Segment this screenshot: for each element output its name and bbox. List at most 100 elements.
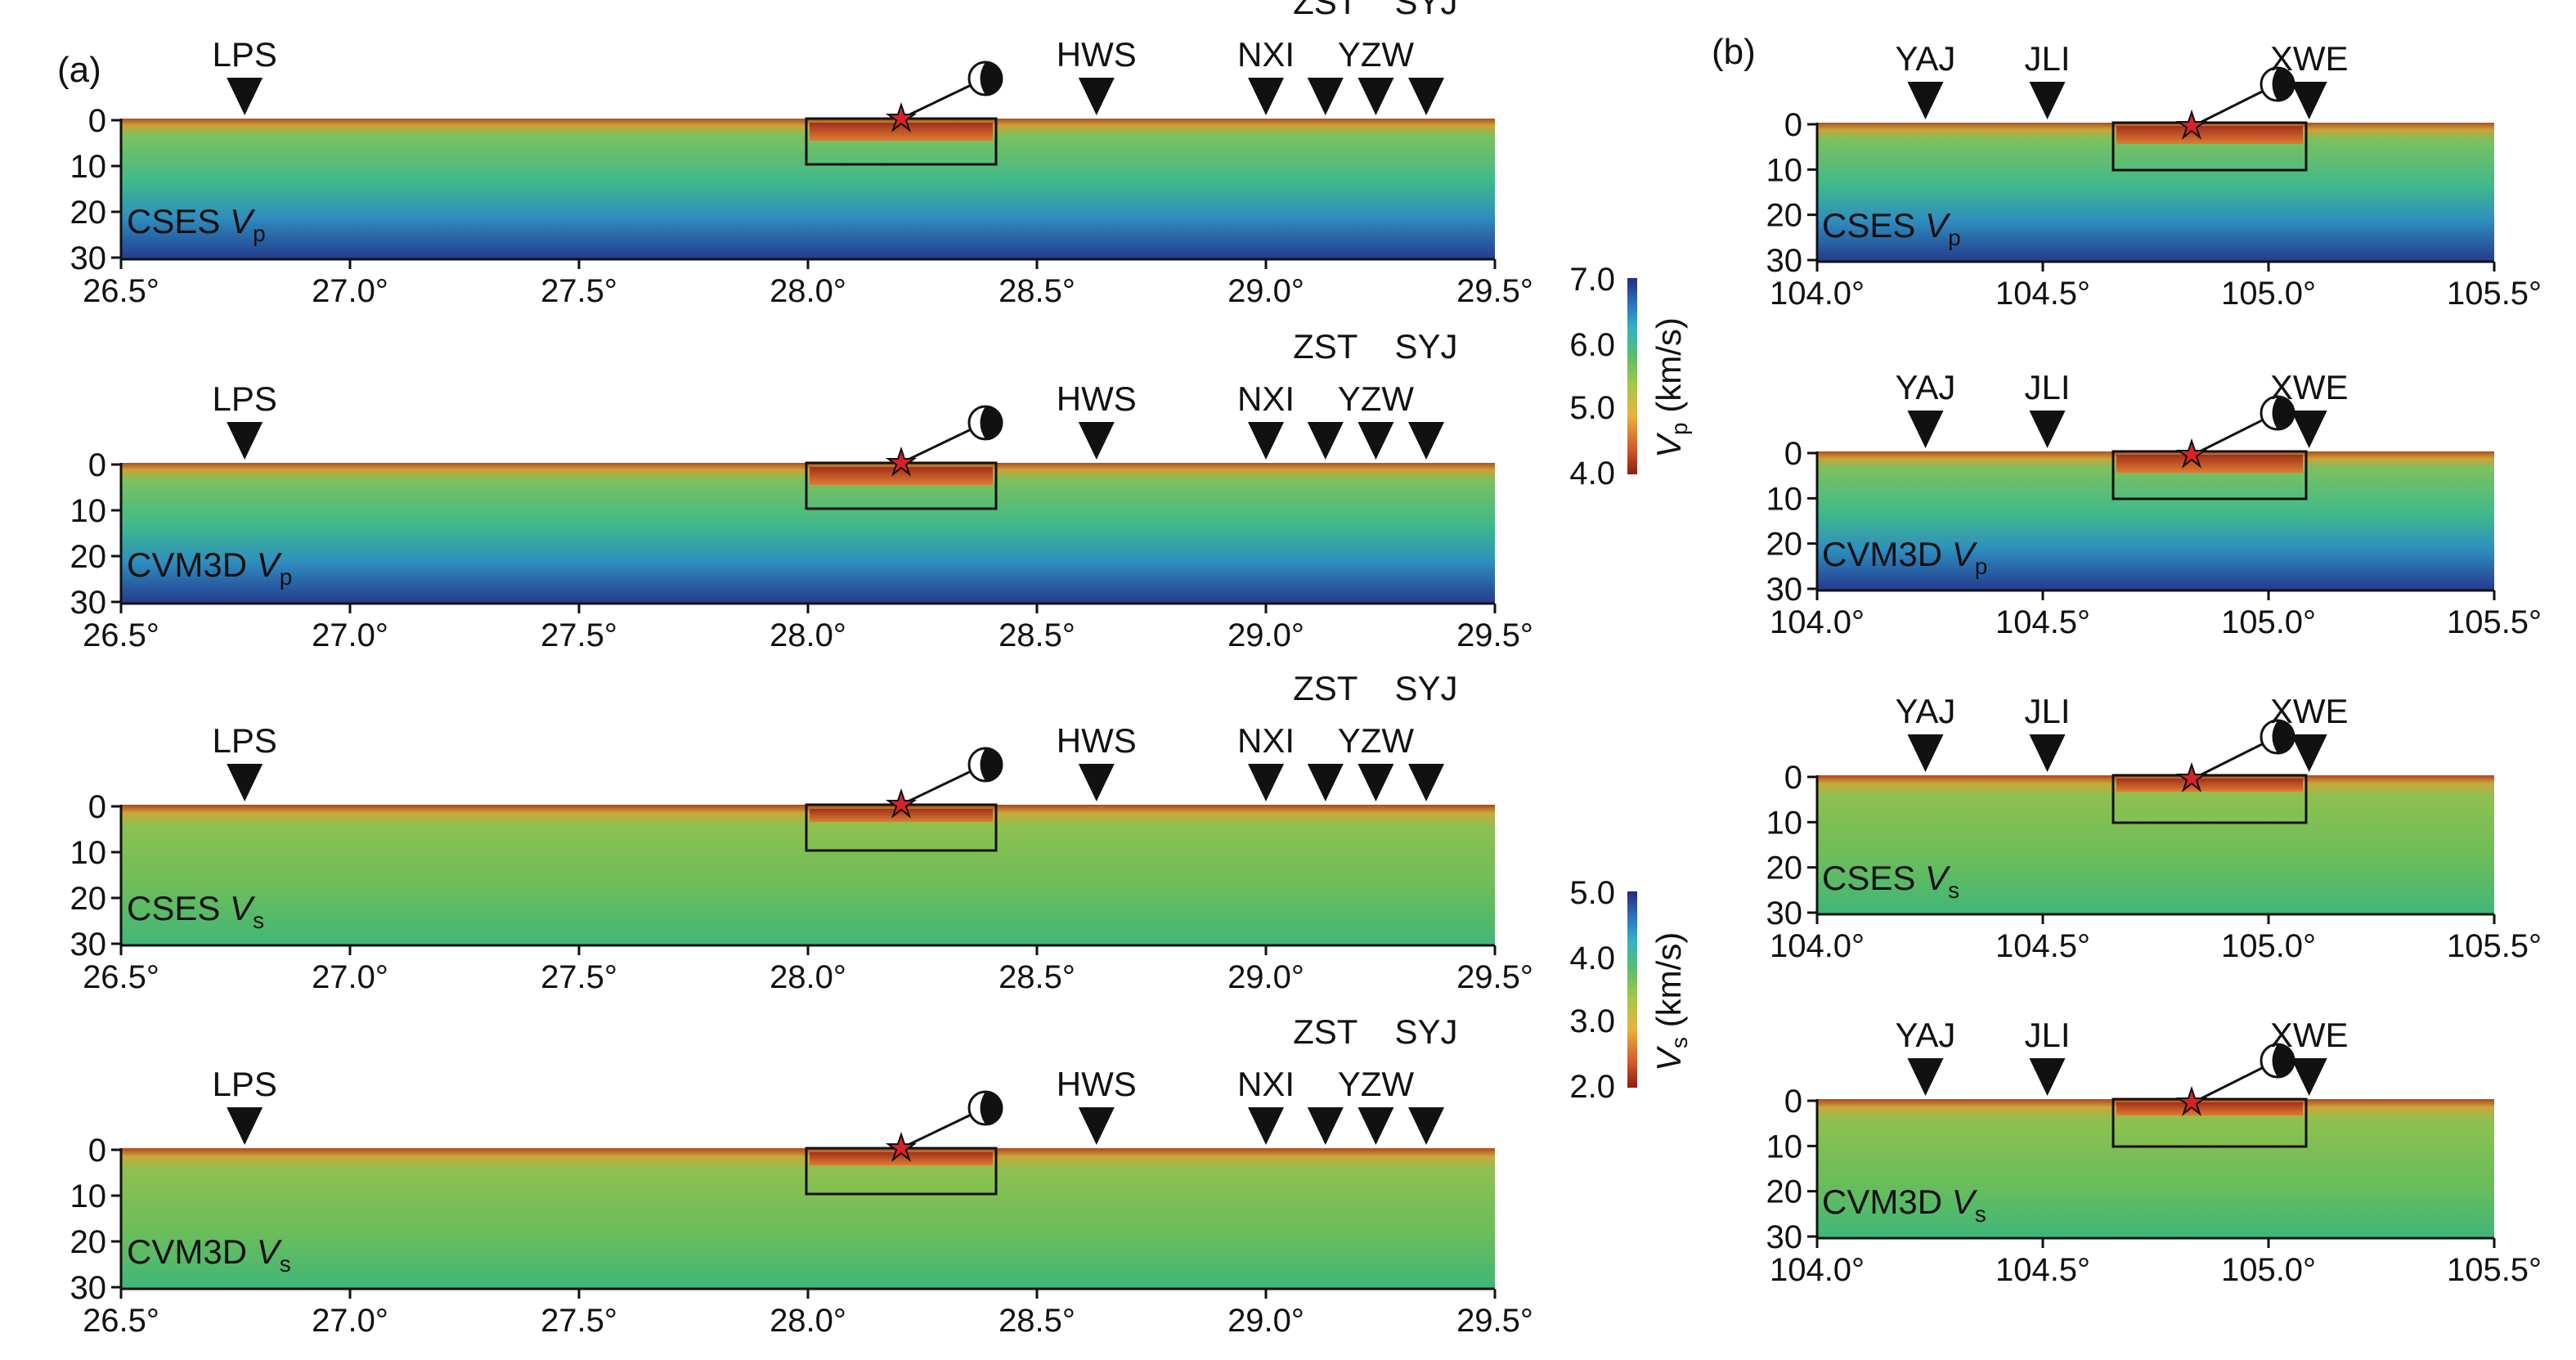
- x-tick-label: 26.5°: [83, 959, 159, 995]
- x-tick-label: 29.0°: [1227, 273, 1304, 309]
- x-tick-label: 29.5°: [1456, 1303, 1533, 1339]
- x-tick-label: 105.5°: [2447, 928, 2542, 964]
- depth-tick-label: 30: [70, 585, 107, 621]
- station-label: LPS: [213, 35, 277, 74]
- station-triangle: [2291, 411, 2327, 448]
- depth-tick-label: 30: [1766, 1219, 1803, 1255]
- focal-mechanism: [2191, 1043, 2296, 1105]
- epicenter-star: [885, 446, 918, 477]
- focal-mechanism: [2191, 66, 2296, 128]
- panel-b-row4: CVM3D Vs: [1817, 1043, 2494, 1238]
- depth-tick-label: 20: [70, 195, 107, 231]
- x-tick-label: 28.5°: [999, 273, 1075, 309]
- x-tick-label: 28.0°: [770, 1303, 846, 1339]
- x-tick-label: 28.5°: [999, 617, 1075, 653]
- x-tick-label: 105.0°: [2221, 604, 2316, 640]
- colorbar-tick: 6.0: [1569, 327, 1615, 363]
- depth-tick-label: 0: [88, 789, 106, 825]
- station-label: NXI: [1237, 721, 1295, 760]
- panel-label: CSES Vs: [127, 889, 264, 933]
- source-anomaly: [2116, 126, 2303, 144]
- station-triangle: [1248, 764, 1284, 801]
- x-tick-label: 105.5°: [2447, 604, 2542, 640]
- station-label: NXI: [1237, 379, 1295, 418]
- station-label: JLI: [2025, 39, 2071, 78]
- focal-mechanism: [2191, 395, 2296, 457]
- station-triangle: [1358, 764, 1394, 801]
- source-box: [2112, 774, 2308, 824]
- x-tick-label: 26.5°: [83, 273, 159, 309]
- station-label: ZST: [1293, 327, 1358, 366]
- x-tick-label: 29.5°: [1456, 959, 1533, 995]
- station-label: YZW: [1338, 379, 1415, 418]
- station-label: YZW: [1338, 35, 1415, 74]
- station-triangle: [2291, 82, 2327, 119]
- source-box: [2112, 450, 2308, 500]
- depth-tick-label: 0: [1784, 107, 1802, 143]
- source-anomaly: [810, 467, 993, 485]
- station-triangle: [1408, 764, 1444, 801]
- x-tick-label: 105.0°: [2221, 1252, 2316, 1288]
- station-triangle: [1248, 78, 1284, 115]
- colorbar-tick: 2.0: [1569, 1069, 1615, 1105]
- station-label: YZW: [1338, 721, 1415, 760]
- station-triangle: [1408, 78, 1444, 115]
- x-tick-label: 105.5°: [2447, 276, 2542, 312]
- colorbar-vs-label: Vs (km/s): [1649, 932, 1692, 1071]
- colorbar-tick: 5.0: [1569, 875, 1615, 911]
- station-label: JLI: [2025, 1016, 2071, 1054]
- depth-tick-label: 10: [1766, 1129, 1803, 1165]
- colorbar-tick: 4.0: [1569, 940, 1615, 976]
- x-tick-label: 28.0°: [770, 959, 846, 995]
- depth-tick-label: 30: [1766, 243, 1803, 279]
- station-label: HWS: [1057, 1065, 1137, 1103]
- station-label: SYJ: [1394, 1012, 1457, 1051]
- panel-a-row1: CSES Vp: [121, 61, 1495, 259]
- station-triangle: [2029, 1058, 2066, 1096]
- station-triangle: [227, 422, 263, 460]
- station-triangle: [2029, 734, 2066, 772]
- depth-tick-label: 10: [70, 493, 107, 529]
- station-label: LPS: [213, 1065, 277, 1103]
- depth-tick-label: 10: [70, 149, 107, 185]
- panel-label: CVM3D Vp: [127, 545, 292, 590]
- panel-label: CVM3D Vs: [127, 1232, 291, 1277]
- station-triangle: [1078, 422, 1115, 460]
- velocity-section: [121, 463, 1495, 604]
- x-tick-label: 105.0°: [2221, 276, 2316, 312]
- station-triangle: [1078, 78, 1115, 115]
- depth-tick-label: 0: [88, 103, 106, 139]
- epicenter-star: [885, 788, 918, 819]
- station-triangle: [2029, 411, 2066, 448]
- x-tick-label: 104.0°: [1770, 928, 1865, 964]
- station-label: YAJ: [1896, 1016, 1956, 1054]
- depth-tick-label: 30: [70, 1270, 107, 1306]
- velocity-section: [121, 119, 1495, 259]
- station-triangle: [1907, 734, 1944, 772]
- source-anomaly: [810, 123, 993, 141]
- panel-b-row3: CSES Vs: [1817, 719, 2494, 914]
- station-triangle: [2029, 82, 2066, 119]
- x-tick-label: 26.5°: [83, 1303, 159, 1339]
- source-anomaly: [2116, 779, 2303, 792]
- station-label: SYJ: [1394, 327, 1457, 366]
- station-triangle: [1907, 82, 1944, 119]
- epicenter-star: [885, 101, 918, 132]
- station-triangle: [1307, 78, 1344, 115]
- depth-tick-label: 20: [70, 1224, 107, 1260]
- epicenter-star: [2175, 761, 2208, 792]
- depth-tick-label: 0: [1784, 1084, 1802, 1120]
- station-triangle: [2291, 734, 2327, 772]
- depth-tick-label: 10: [1766, 152, 1803, 188]
- station-triangle: [1358, 78, 1394, 115]
- colorbar-tick: 4.0: [1569, 456, 1615, 491]
- colorbar-tick: 5.0: [1569, 390, 1615, 426]
- station-triangle: [1358, 1107, 1394, 1145]
- x-tick-label: 27.0°: [312, 273, 388, 309]
- station-triangle: [1307, 764, 1344, 801]
- x-tick-label: 105.0°: [2221, 928, 2316, 964]
- depth-tick-label: 10: [1766, 481, 1803, 517]
- x-tick-label: 29.0°: [1227, 1303, 1304, 1339]
- x-tick-label: 105.5°: [2447, 1252, 2542, 1288]
